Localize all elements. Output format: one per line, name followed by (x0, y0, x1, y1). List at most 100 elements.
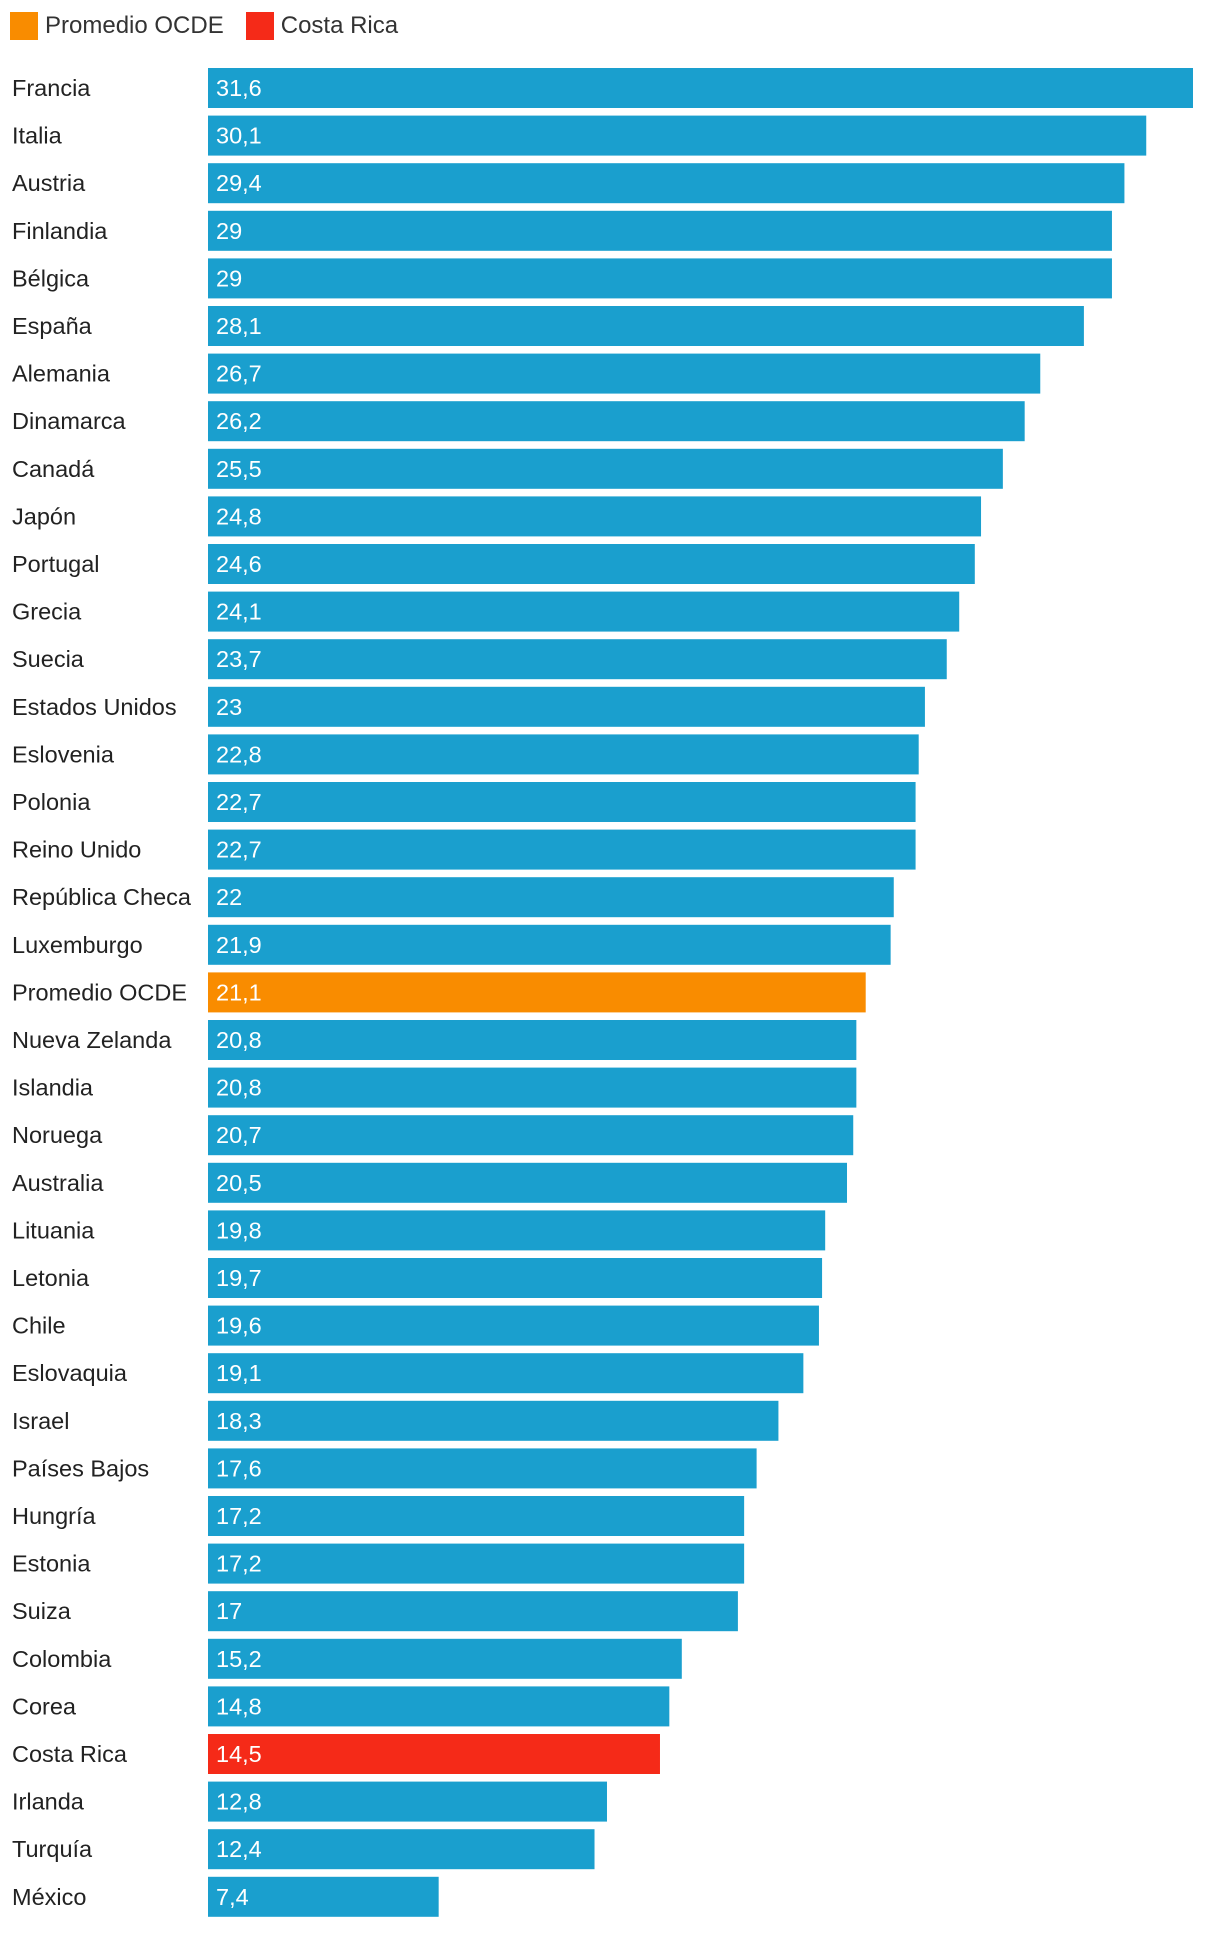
value-label-noruega: 20,7 (216, 1122, 262, 1148)
bar-republica-checa[interactable] (208, 877, 894, 918)
bar-reino-unido[interactable] (208, 829, 916, 870)
bar-paises-bajos[interactable] (208, 1448, 757, 1489)
value-label-canada: 25,5 (216, 456, 262, 482)
category-label-japon: Japón (12, 503, 76, 529)
value-label-irlanda: 12,8 (216, 1789, 262, 1815)
bar-chile[interactable] (208, 1305, 819, 1346)
bar-eslovaquia[interactable] (208, 1353, 804, 1394)
category-label-portugal: Portugal (12, 551, 100, 577)
value-label-espana: 28,1 (216, 313, 262, 339)
category-label-grecia: Grecia (12, 599, 82, 625)
bar-promedio-ocde[interactable] (208, 972, 866, 1013)
value-label-islandia: 20,8 (216, 1075, 262, 1101)
value-label-reino-unido: 22,7 (216, 837, 262, 863)
category-label-reino-unido: Reino Unido (12, 837, 141, 863)
bar-letonia[interactable] (208, 1258, 823, 1298)
bar-dinamarca[interactable] (208, 401, 1025, 442)
bar-austria[interactable] (208, 163, 1125, 204)
value-label-mexico: 7,4 (216, 1884, 249, 1910)
category-label-hungria: Hungría (12, 1503, 97, 1529)
bar-espana[interactable] (208, 306, 1084, 346)
bar-eslovenia[interactable] (208, 734, 919, 775)
value-label-japon: 24,8 (216, 503, 262, 529)
bar-francia[interactable] (208, 68, 1193, 108)
category-label-finlandia: Finlandia (12, 218, 108, 244)
value-label-luxemburgo: 21,9 (216, 932, 262, 958)
bar-belgica[interactable] (208, 258, 1112, 299)
value-label-eslovenia: 22,8 (216, 741, 262, 767)
value-label-republica-checa: 22 (216, 884, 242, 910)
value-label-estonia: 17,2 (216, 1551, 262, 1577)
category-label-estonia: Estonia (12, 1551, 91, 1577)
bar-luxemburgo[interactable] (208, 924, 891, 965)
value-label-italia: 30,1 (216, 123, 262, 149)
bar-suecia[interactable] (208, 639, 947, 680)
value-label-finlandia: 29 (216, 218, 242, 244)
value-label-suiza: 17 (216, 1598, 242, 1624)
category-label-nueva-zelanda: Nueva Zelanda (12, 1027, 172, 1053)
value-label-belgica: 29 (216, 265, 242, 291)
category-label-italia: Italia (12, 123, 63, 149)
value-label-francia: 31,6 (216, 75, 262, 101)
value-label-suecia: 23,7 (216, 646, 262, 672)
bar-suiza[interactable] (208, 1591, 738, 1632)
bar-japon[interactable] (208, 496, 982, 537)
bar-finlandia[interactable] (208, 210, 1112, 251)
bar-chart: Francia 31,6 Italia 30,1 Austria 29,4 Finlandi… (12, 68, 1193, 1917)
category-label-canada: Canadá (12, 456, 95, 482)
bar-estados-unidos[interactable] (208, 686, 925, 727)
bar-costa-rica[interactable] (208, 1734, 660, 1774)
bar-alemania[interactable] (208, 353, 1041, 394)
category-label-austria: Austria (12, 170, 86, 196)
legend-item-costa-rica: Costa Rica (245, 12, 399, 40)
bar-islandia[interactable] (208, 1067, 857, 1108)
bar-israel[interactable] (208, 1400, 779, 1441)
bar-canada[interactable] (208, 448, 1003, 489)
bar-colombia[interactable] (208, 1638, 682, 1679)
legend-swatch-promedio-ocde (10, 12, 38, 40)
bar-nueva-zelanda[interactable] (208, 1020, 857, 1060)
bar-mexico[interactable] (208, 1876, 439, 1917)
legend-label-promedio-ocde: Promedio OCDE (45, 12, 224, 39)
value-label-israel: 18,3 (216, 1408, 262, 1434)
value-label-turquia: 12,4 (216, 1836, 262, 1862)
value-label-lituania: 19,8 (216, 1217, 262, 1243)
category-label-dinamarca: Dinamarca (12, 408, 127, 434)
bar-estonia[interactable] (208, 1543, 745, 1584)
bar-italia[interactable] (208, 115, 1147, 156)
category-label-turquia: Turquía (12, 1836, 93, 1862)
bar-australia[interactable] (208, 1162, 848, 1203)
bar-lituania[interactable] (208, 1210, 826, 1251)
bar-noruega[interactable] (208, 1115, 854, 1156)
category-label-estados-unidos: Estados Unidos (12, 694, 177, 720)
category-label-belgica: Bélgica (12, 265, 90, 291)
value-label-alemania: 26,7 (216, 361, 262, 387)
category-label-promedio-ocde: Promedio OCDE (12, 979, 187, 1005)
category-label-mexico: México (12, 1884, 86, 1910)
bar-hungria[interactable] (208, 1496, 745, 1536)
value-label-estados-unidos: 23 (216, 694, 242, 720)
bar-turquia[interactable] (208, 1829, 595, 1870)
category-label-espana: España (12, 313, 93, 339)
category-label-francia: Francia (12, 75, 91, 101)
value-label-polonia: 22,7 (216, 789, 262, 815)
value-label-chile: 19,6 (216, 1313, 262, 1339)
value-label-paises-bajos: 17,6 (216, 1455, 262, 1481)
legend-swatch-costa-rica (245, 12, 274, 40)
bar-irlanda[interactable] (208, 1781, 607, 1822)
category-label-republica-checa: República Checa (12, 884, 192, 910)
category-label-eslovenia: Eslovenia (12, 741, 115, 767)
category-label-corea: Corea (12, 1693, 77, 1719)
value-label-hungria: 17,2 (216, 1503, 262, 1529)
category-label-polonia: Polonia (12, 789, 91, 815)
category-label-irlanda: Irlanda (12, 1789, 85, 1815)
legend-label-costa-rica: Costa Rica (280, 12, 399, 39)
bar-polonia[interactable] (208, 782, 916, 822)
category-label-colombia: Colombia (12, 1646, 112, 1672)
bar-grecia[interactable] (208, 591, 960, 632)
value-label-colombia: 15,2 (216, 1646, 262, 1672)
bar-portugal[interactable] (208, 544, 975, 584)
category-label-paises-bajos: Países Bajos (12, 1455, 149, 1481)
bar-corea[interactable] (208, 1686, 670, 1727)
value-label-portugal: 24,6 (216, 551, 262, 577)
